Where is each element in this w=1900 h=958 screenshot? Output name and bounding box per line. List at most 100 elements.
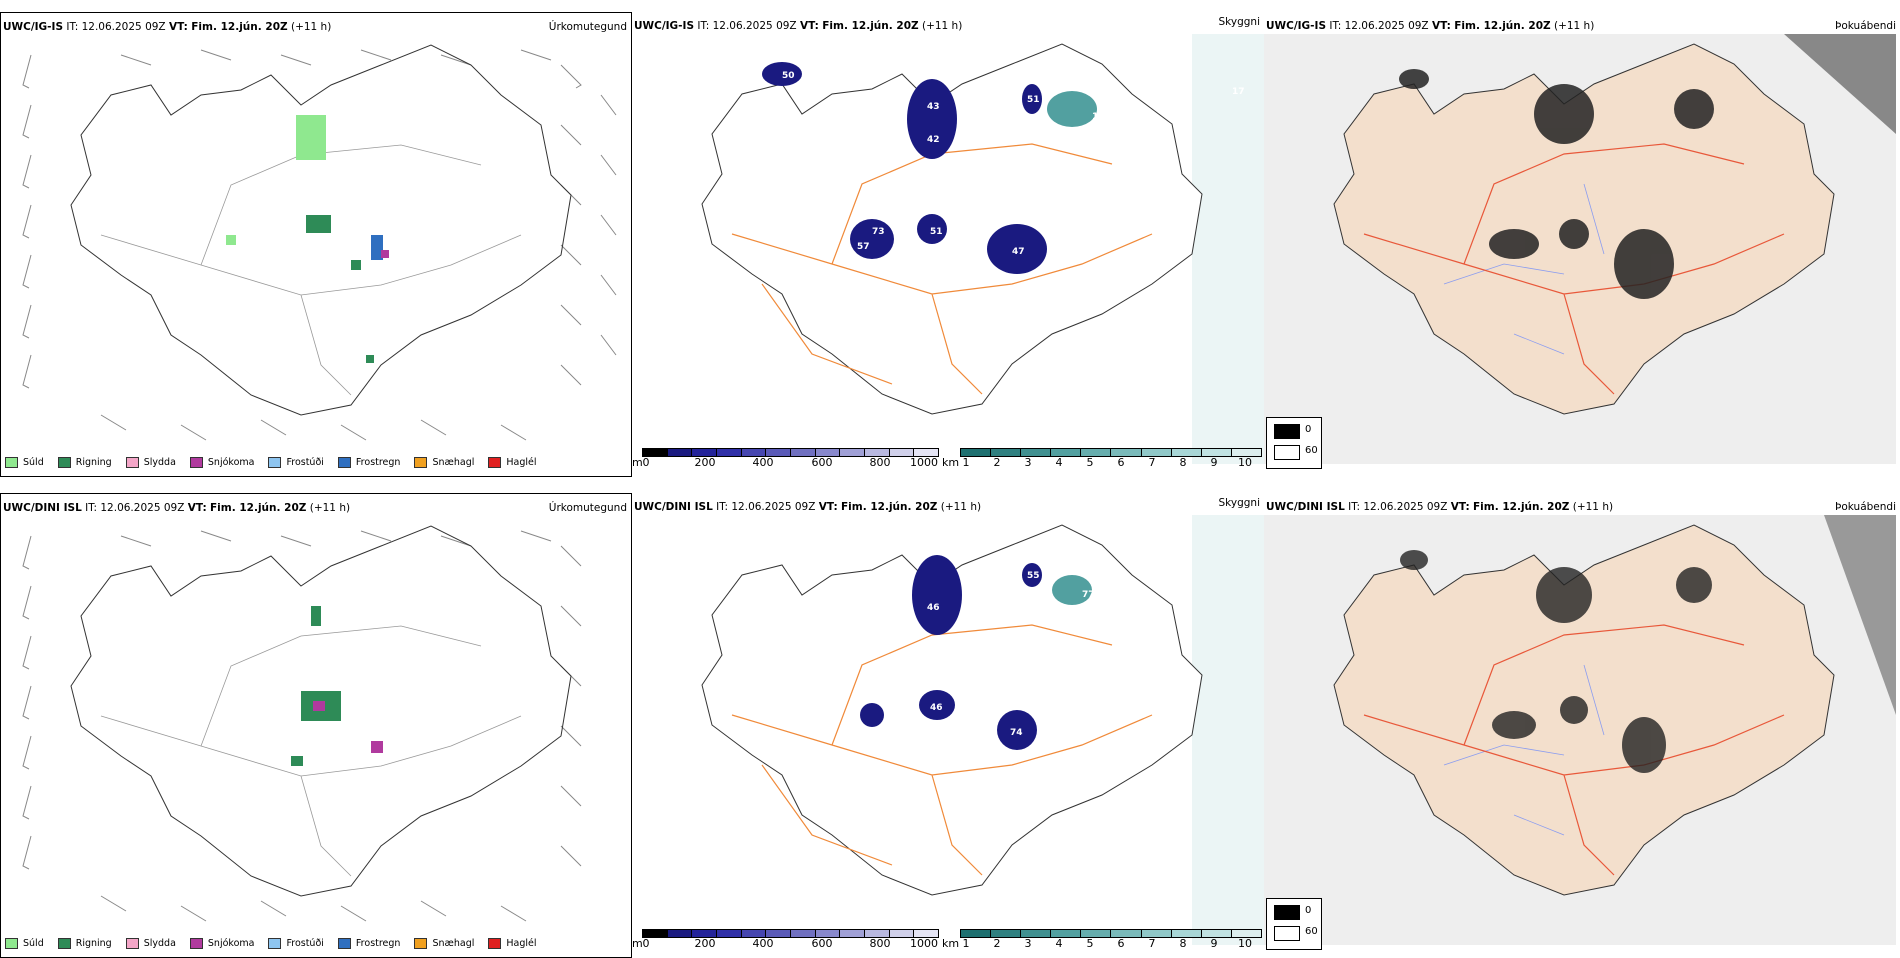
colorbar-tick: 6 [1117,937,1125,950]
legend-swatch [268,457,282,468]
colorbar-tick: 1 [962,456,970,469]
model-name: UWC/IG-IS [1266,20,1327,32]
colorbar-visibility: km 1 2 3 4 5 6 7 8 9 10 [942,929,1262,953]
colorbar-tick: 4 [1055,456,1063,469]
model-name: UWC/DINI ISL [1266,501,1345,513]
colorbar-tick: 0 [642,937,650,950]
legend-swatch [189,457,203,468]
legend-label: Slydda [143,938,176,949]
legend-label: Frostregn [355,938,401,949]
cloud-map: 46 55 77 46 74 [701,515,1264,945]
cloud-value-label: 51 [930,227,943,237]
legend-swatch [414,457,428,468]
fog-legend-swatch [1274,445,1300,460]
cloud-value-label: 46 [927,603,940,613]
panel-title: Úrkomutegund [548,502,627,514]
colorbar-unit: m [632,456,643,469]
vt-label: VT: [187,502,207,514]
legend-label: Snæhagl [432,938,475,949]
vt-label: VT: [799,20,819,32]
road-network [1363,624,1785,876]
legend-swatch [488,938,502,949]
fog-panel-top: UWC/IG-IS IT: 12.06.2025 09Z VT: Fim. 12… [1264,12,1900,477]
cloud-value-label: 17 [1232,87,1245,97]
precip-legend: Súld Rigning Slydda Snjókoma Frostúði Fr… [5,457,537,468]
colorbar-tick: 1 [962,937,970,950]
colorbar-tick: 0 [642,456,650,469]
fog-legend: 0 60 [1266,417,1322,469]
legend-item: Rigning [57,457,112,468]
wind-barbs [22,49,617,441]
road-network [1363,143,1785,395]
colorbar-tick: 1000 [910,937,938,950]
legend-swatch [268,938,282,949]
cloud-value-label: 46 [930,703,943,713]
vt-value: Fim. 12.jún. 20Z [191,21,288,33]
fog-legend-swatch [1274,926,1300,941]
lead-time: (+11 h) [1553,20,1595,32]
panel-title: Skyggni [1218,16,1261,28]
colorbar-tick: 9 [1210,456,1218,469]
legend-label: Haglél [506,938,537,949]
legend-label: Snjókoma [207,938,255,949]
legend-item: Frostúði [268,457,324,468]
it-value: 12.06.2025 09Z [1363,501,1448,513]
colorbar-tick: 200 [694,937,716,950]
legend-label: Snæhagl [432,457,475,468]
cloud-map: 50 43 42 51 14 73 51 57 47 17 [701,34,1264,464]
colorbar-tick: 6 [1117,456,1125,469]
vt-label: VT: [168,21,188,33]
iceland-outline [70,525,572,897]
cloud-value-label: 50 [782,71,795,81]
legend-label: Rigning [75,457,112,468]
panel-title: Þokuábendi [1835,20,1896,32]
lead-time: (+11 h) [940,501,982,513]
legend-item: Snjókoma [189,938,255,949]
colorbar-visibility-strip [960,448,1262,457]
colorbar-tick: 600 [811,937,833,950]
precip-legend: Súld Rigning Slydda Snjókoma Frostúði Fr… [5,938,537,949]
model-name: UWC/DINI ISL [3,502,82,514]
cloud-value-label: 14 [1092,112,1105,122]
colorbar-tick: 400 [752,456,774,469]
legend-item: Snæhagl [414,938,474,949]
cloud-panel-bottom: UWC/DINI ISL IT: 12.06.2025 09Z VT: Fim.… [632,493,1264,958]
colorbar-tick: 8 [1179,456,1187,469]
colorbar-tick: 3 [1024,937,1032,950]
colorbar-tick: 4 [1055,937,1063,950]
road-network [100,625,522,877]
iceland-outline [701,43,1203,415]
fog-legend-swatch [1274,905,1300,920]
panel-header: UWC/DINI ISL IT: 12.06.2025 09Z VT: Fim.… [634,501,981,513]
wind-barbs [22,530,582,922]
legend-label: Súld [23,938,44,949]
road-network [731,624,1153,876]
vt-label: VT: [1450,501,1470,513]
precip-cells [226,115,389,363]
colorbar-tick: 800 [869,456,891,469]
fog-legend-label: 0 [1305,905,1312,916]
precip-map [22,44,617,441]
panel-header: UWC/IG-IS IT: 12.06.2025 09Z VT: Fim. 12… [634,20,962,32]
it-label: IT: [697,20,710,32]
legend-swatch [57,457,71,468]
vt-value: Fim. 12.jún. 20Z [1473,501,1570,513]
legend-swatch [337,457,351,468]
cloud-value-label: 47 [1012,247,1025,257]
cloud-value-label: 42 [927,135,940,145]
colorbar-height-strip [642,929,939,938]
colorbar-height: m 0 200 400 600 800 1000 [632,448,942,472]
colorbar-tick: 9 [1210,937,1218,950]
vt-label: VT: [1431,20,1451,32]
it-label: IT: [716,501,729,513]
cloud-value-label: 74 [1010,728,1023,738]
colorbar-tick: 200 [694,456,716,469]
fog-map [1264,515,1896,945]
colorbar-tick: 1000 [910,456,938,469]
colorbar-unit: km [942,456,960,469]
legend-label: Frostúði [286,938,324,949]
legend-label: Haglél [506,457,537,468]
legend-swatch [125,457,139,468]
it-value: 12.06.2025 09Z [81,21,166,33]
legend-swatch [5,938,18,949]
